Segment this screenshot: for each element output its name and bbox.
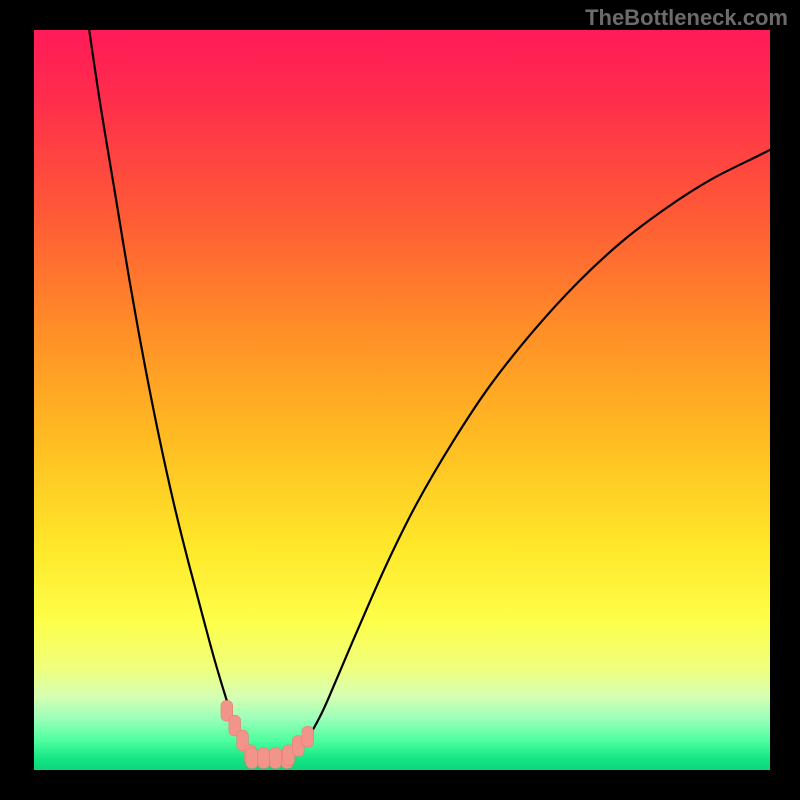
highlight-marker xyxy=(246,748,258,769)
source-watermark: TheBottleneck.com xyxy=(585,5,788,31)
chart-svg xyxy=(34,30,770,770)
figure-container: TheBottleneck.com xyxy=(0,0,800,800)
highlight-marker xyxy=(270,748,282,769)
highlight-marker xyxy=(258,748,270,769)
highlight-marker xyxy=(302,726,314,747)
gradient-background xyxy=(34,30,770,770)
plot-area xyxy=(34,30,770,770)
